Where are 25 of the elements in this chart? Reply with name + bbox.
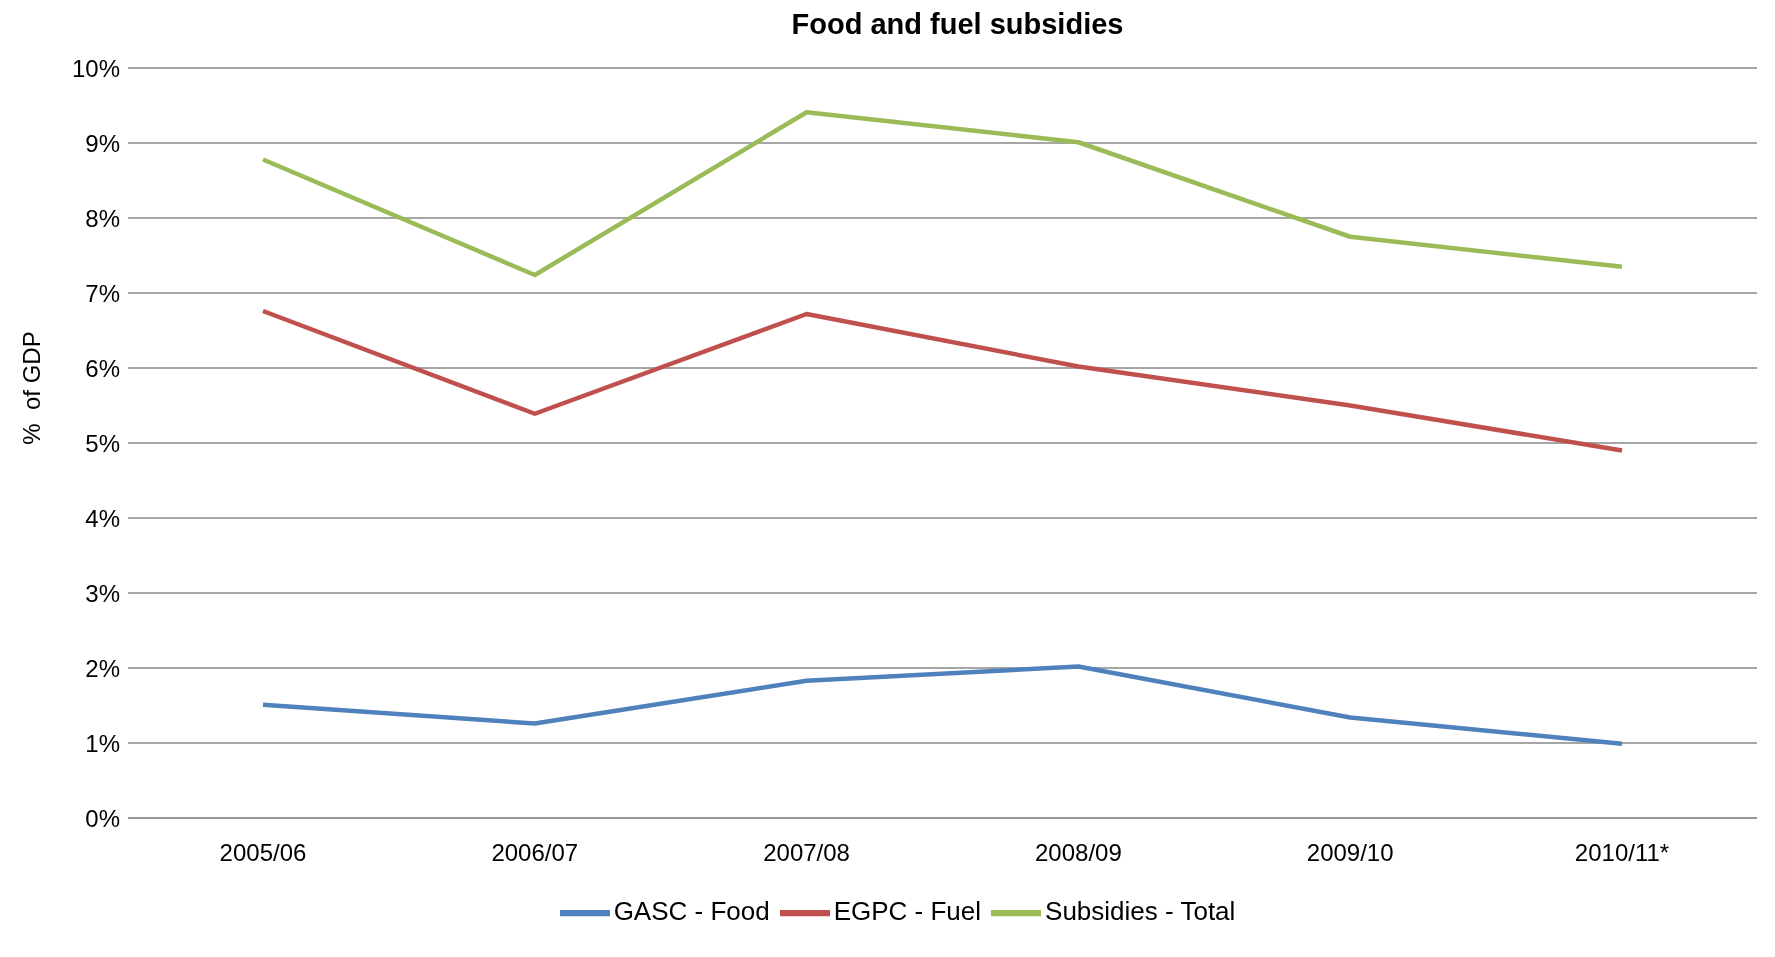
y-tick-label: 1% bbox=[85, 729, 120, 757]
x-tick-label: 2009/10 bbox=[1306, 839, 1394, 867]
legend-label: GASC - Food bbox=[613, 895, 770, 926]
legend-label: EGPC - Fuel bbox=[833, 895, 982, 926]
x-tick-label: 2008/09 bbox=[1035, 839, 1122, 867]
y-tick-label: 0% bbox=[85, 804, 120, 832]
y-tick-label: 6% bbox=[85, 354, 120, 382]
y-axis-title: % of GDP bbox=[18, 330, 46, 447]
y-tick-label: 10% bbox=[71, 54, 120, 82]
chart-title: Food and fuel subsidies bbox=[790, 8, 1125, 42]
x-tick-label: 2007/08 bbox=[763, 839, 850, 867]
y-tick-label: 5% bbox=[85, 429, 120, 457]
legend-label: Subsidies - Total bbox=[1045, 895, 1236, 926]
line-series bbox=[260, 664, 1625, 746]
y-tick-label: 9% bbox=[85, 129, 120, 157]
y-tick-label: 8% bbox=[85, 204, 120, 232]
x-tick-label: 2005/06 bbox=[219, 839, 307, 867]
y-tick-label: 3% bbox=[85, 579, 120, 607]
y-tick-label: 2% bbox=[85, 654, 120, 682]
line-series bbox=[260, 308, 1625, 453]
x-tick-label: 2010/11* bbox=[1574, 839, 1670, 867]
y-tick-label: 7% bbox=[85, 279, 120, 307]
y-tick-label: 4% bbox=[85, 504, 120, 532]
line-series bbox=[260, 110, 1625, 278]
x-tick-label: 2006/07 bbox=[491, 839, 579, 867]
